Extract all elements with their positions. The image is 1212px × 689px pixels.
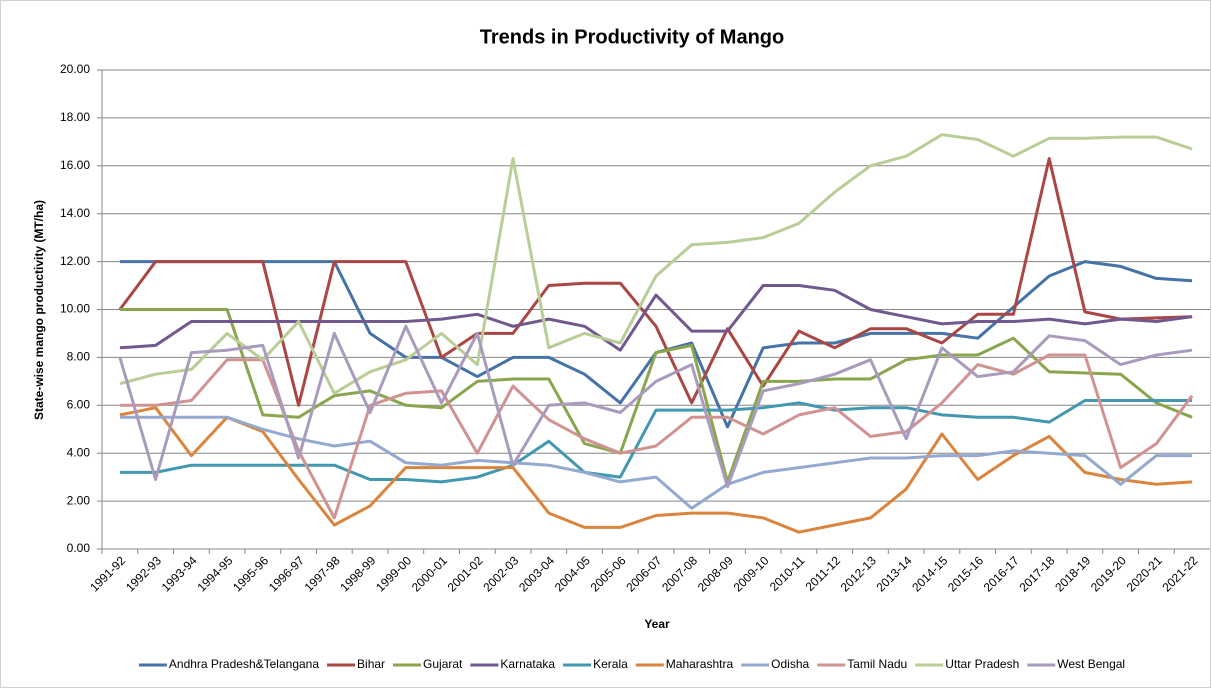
legend: Andhra Pradesh&Telangana Bihar Gujarat Karn…	[138, 657, 1125, 671]
y-tick-label: 20.00	[60, 62, 90, 76]
y-tick-label: 10.00	[60, 302, 90, 316]
legend-label: Gujarat	[423, 657, 463, 671]
y-tick-label: 18.00	[60, 110, 90, 124]
series-line	[119, 308, 1193, 484]
legend-label: West Bengal	[1057, 657, 1125, 671]
legend-label: Tamil Nadu	[847, 657, 907, 671]
y-tick-label: 4.00	[67, 445, 91, 459]
x-axis-title: Year	[644, 617, 670, 631]
y-axis-title: State-wise mango productivity (MT/ha)	[32, 200, 46, 420]
series-line	[118, 324, 1193, 489]
series-line	[119, 399, 1193, 484]
y-tick-label: 14.00	[60, 206, 90, 220]
legend-label: Odisha	[771, 657, 809, 671]
series-line	[119, 353, 1194, 520]
y-tick-label: 16.00	[60, 158, 90, 172]
y-tick-label: 12.00	[60, 254, 90, 268]
series-line	[119, 415, 1193, 510]
y-tick-label: 8.00	[67, 350, 91, 364]
series-line	[119, 133, 1193, 395]
legend-label: Uttar Pradesh	[945, 657, 1019, 671]
legend-label: Karnataka	[500, 657, 555, 671]
legend-label: Kerala	[593, 657, 628, 671]
series-line	[118, 157, 1193, 407]
y-tick-label: 6.00	[67, 397, 91, 411]
chart-title: Trends in Productivity of Mango	[480, 26, 784, 48]
legend-label: Bihar	[357, 657, 385, 671]
series-line	[119, 406, 1193, 534]
y-tick-label: 0.00	[67, 541, 91, 555]
legend-label: Andhra Pradesh&Telangana	[169, 657, 319, 671]
legend-label: Maharashtra	[666, 657, 734, 671]
y-tick-label: 2.00	[67, 493, 91, 507]
